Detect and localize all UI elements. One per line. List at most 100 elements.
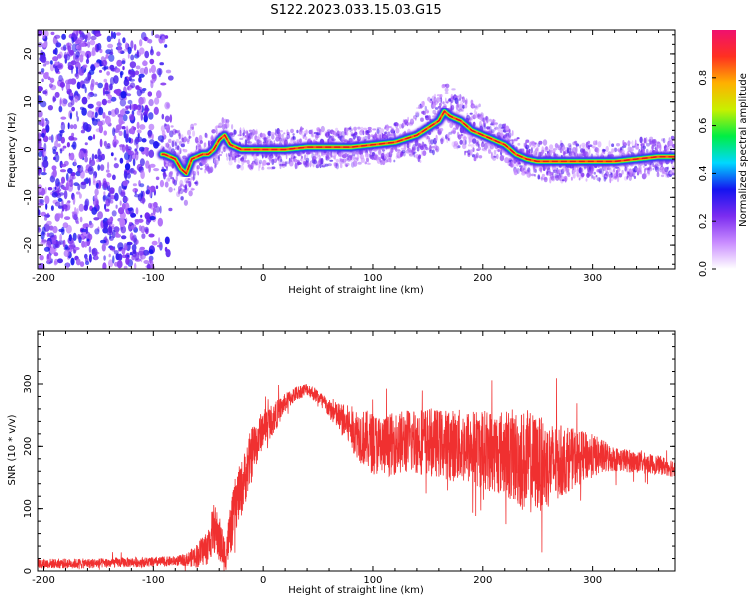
noise-blob: [61, 176, 65, 184]
noise-blob: [59, 129, 65, 134]
noise-blob: [87, 103, 94, 109]
noise-blob: [109, 77, 115, 85]
halo-blob: [260, 141, 263, 145]
halo-blob: [575, 146, 578, 153]
noise-blob: [97, 164, 101, 171]
noise-blob: [48, 136, 53, 141]
halo-blob: [435, 145, 440, 153]
halo-blob: [387, 131, 391, 137]
noise-blob: [104, 115, 108, 119]
halo-blob: [427, 110, 430, 113]
noise-blob: [75, 39, 82, 44]
noise-blob: [81, 96, 88, 105]
noise-blob: [121, 202, 126, 210]
halo-blob: [299, 138, 302, 143]
noise-blob: [119, 218, 126, 228]
halo-blob: [354, 131, 358, 136]
halo-blob: [591, 146, 596, 149]
x-tick-label: -200: [32, 575, 55, 586]
noise-blob: [110, 30, 114, 40]
figure-title: S122.2023.033.15.03.G15: [270, 3, 441, 18]
halo-blob: [458, 103, 463, 110]
halo-blob: [420, 106, 423, 109]
noise-blob: [89, 39, 96, 46]
noise-blob: [77, 234, 81, 240]
halo-blob: [320, 157, 324, 165]
halo-blob: [491, 119, 496, 123]
halo-blob: [544, 146, 549, 153]
halo-blob: [662, 138, 666, 144]
noise-blob: [115, 32, 121, 36]
halo-blob: [305, 129, 308, 135]
halo-blob: [439, 94, 443, 98]
noise-blob: [117, 242, 124, 250]
spectrogram-noise-region: [38, 30, 174, 269]
noise-blob: [64, 216, 71, 221]
halo-blob: [304, 136, 308, 141]
noise-blob: [65, 262, 70, 269]
halo-blob: [335, 127, 339, 131]
noise-blob: [149, 258, 152, 264]
halo-blob: [178, 150, 182, 155]
halo-blob: [397, 149, 401, 152]
halo-blob: [542, 150, 545, 155]
halo-blob: [454, 95, 459, 98]
noise-blob: [60, 116, 67, 120]
halo-blob: [428, 138, 431, 145]
noise-blob: [127, 149, 132, 156]
halo-blob: [187, 178, 191, 181]
noise-blob: [70, 98, 75, 106]
halo-blob: [335, 162, 340, 170]
halo-blob: [425, 115, 430, 121]
noise-blob: [127, 99, 133, 105]
noise-blob: [123, 129, 127, 139]
halo-blob: [444, 92, 449, 94]
noise-blob: [76, 191, 81, 195]
noise-blob: [85, 226, 89, 234]
noise-blob: [53, 252, 59, 257]
halo-blob: [254, 130, 258, 135]
noise-blob: [167, 75, 174, 81]
x-tick-label: 300: [583, 575, 602, 586]
halo-blob: [424, 144, 428, 149]
halo-blob: [186, 138, 190, 142]
noise-blob: [87, 41, 91, 48]
noise-blob: [136, 129, 142, 134]
halo-blob: [592, 167, 595, 172]
noise-blob: [118, 116, 124, 126]
halo-blob: [192, 175, 195, 182]
noise-blob: [83, 78, 90, 84]
noise-blob: [164, 44, 168, 48]
halo-blob: [350, 155, 353, 161]
noise-blob: [102, 180, 108, 189]
halo-blob: [305, 157, 310, 163]
noise-blob: [119, 70, 124, 76]
halo-blob: [266, 137, 269, 144]
halo-blob: [170, 148, 175, 154]
halo-blob: [516, 137, 520, 140]
noise-blob: [120, 191, 126, 197]
halo-blob: [518, 162, 521, 165]
halo-blob: [236, 164, 240, 169]
noise-blob: [107, 217, 112, 223]
noise-blob: [88, 246, 92, 253]
colorbar-tick-label: 0.6: [698, 118, 709, 134]
noise-blob: [67, 167, 73, 174]
halo-blob: [239, 137, 244, 140]
noise-blob: [91, 207, 98, 215]
halo-blob: [490, 154, 495, 160]
noise-blob: [143, 260, 150, 264]
noise-blob: [118, 38, 121, 46]
halo-blob: [352, 156, 356, 161]
noise-blob: [75, 258, 81, 266]
halo-blob: [198, 134, 203, 142]
halo-blob: [415, 112, 420, 118]
halo-blob: [385, 124, 390, 132]
halo-blob: [176, 172, 179, 177]
halo-blob: [372, 128, 377, 131]
halo-blob: [192, 130, 196, 137]
noise-blob: [88, 69, 95, 75]
noise-blob: [133, 126, 137, 131]
halo-blob: [379, 128, 385, 134]
noise-blob: [56, 40, 59, 47]
